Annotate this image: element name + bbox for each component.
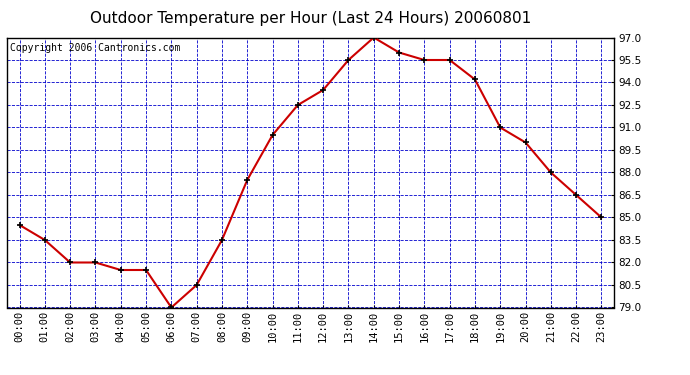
Text: Outdoor Temperature per Hour (Last 24 Hours) 20060801: Outdoor Temperature per Hour (Last 24 Ho… xyxy=(90,11,531,26)
Text: Copyright 2006 Cantronics.com: Copyright 2006 Cantronics.com xyxy=(10,43,180,53)
